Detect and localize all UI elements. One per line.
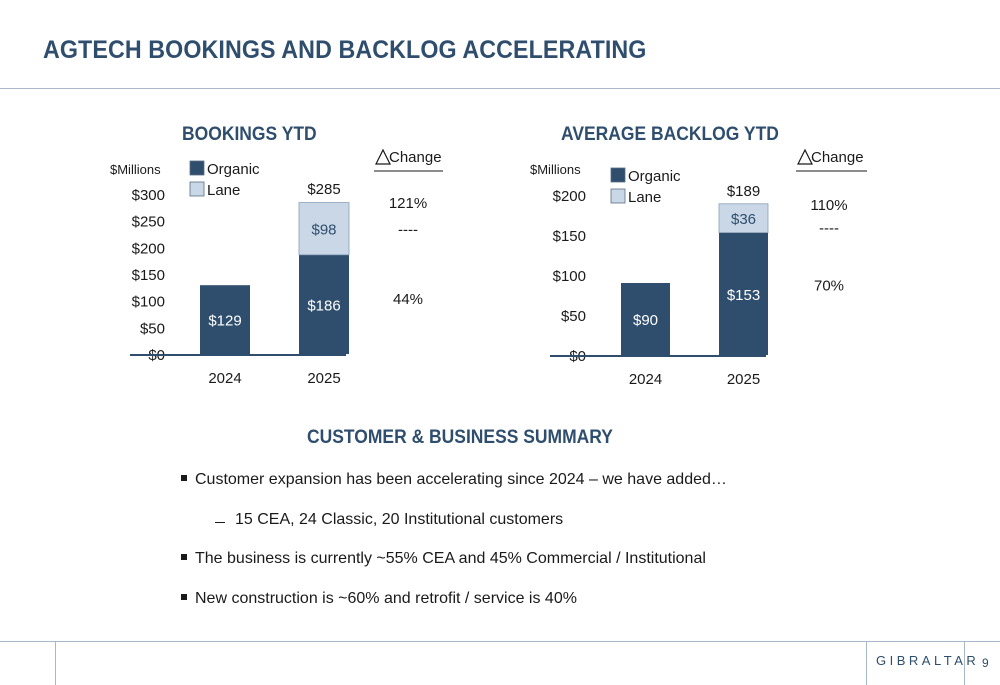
data-label: $98 [311, 222, 336, 239]
title-divider [0, 88, 1000, 89]
sub-bullet-text: 15 CEA, 24 Classic, 20 Institutional cus… [235, 511, 564, 528]
bar-lane-2025 [718, 203, 769, 233]
bar-organic-2025 [299, 254, 349, 354]
legend-label: Lane [628, 189, 661, 206]
change-value: 44% [393, 291, 423, 308]
data-label: $186 [307, 297, 340, 314]
bar-organic-2024 [621, 283, 670, 355]
legend-swatch-lane [189, 181, 205, 197]
footer-separator [964, 641, 965, 685]
bullet-square-icon [181, 593, 187, 600]
y-tick-label: $300 [132, 187, 165, 204]
change-header: Change [389, 149, 442, 166]
bookings-chart: $Millions$0$50$100$150$200$250$300$12920… [110, 148, 443, 387]
page-number: 9 [982, 656, 989, 670]
bullet-item: New construction is ~60% and retrofit / … [181, 590, 577, 608]
y-tick-label: $50 [140, 320, 165, 337]
total-label: $285 [307, 181, 340, 198]
x-tick-label: 2024 [208, 370, 241, 387]
y-tick-label: $150 [132, 267, 165, 284]
change-header: Change [811, 149, 864, 166]
bullet-item: Customer expansion has been accelerating… [181, 471, 727, 489]
change-value: ---- [398, 222, 418, 239]
company-logo: GIBRALTAR [876, 653, 980, 668]
bookings-chart-title: BOOKINGS YTD [182, 124, 317, 145]
legend-label: Organic [207, 161, 260, 178]
legend-swatch-lane [610, 188, 626, 204]
footer-divider [0, 641, 1000, 642]
bar-organic-2025 [719, 232, 768, 355]
y-tick-label: $200 [132, 240, 165, 257]
bullet-text: Customer expansion has been accelerating… [195, 471, 727, 488]
dash-icon [215, 522, 225, 524]
data-label: $129 [208, 313, 241, 330]
bullet-square-icon [181, 553, 187, 560]
bar-lane-2025 [298, 202, 350, 256]
page-title: AGTECH BOOKINGS AND BACKLOG ACCELERATING [43, 36, 647, 64]
y-tick-label: $250 [132, 214, 165, 231]
total-label: $189 [727, 183, 760, 200]
delta-icon [375, 148, 391, 165]
bullet-text: The business is currently ~55% CEA and 4… [195, 550, 706, 567]
y-tick-label: $100 [132, 294, 165, 311]
legend-label: Organic [628, 168, 681, 185]
bullet-item: The business is currently ~55% CEA and 4… [181, 550, 706, 568]
backlog-chart-title: AVERAGE BACKLOG YTD [561, 124, 779, 145]
footer-separator [55, 641, 56, 685]
x-tick-label: 2024 [629, 371, 662, 388]
legend-swatch-organic [189, 160, 205, 176]
x-tick-label: 2025 [727, 371, 760, 388]
y-tick-label: $50 [561, 308, 586, 325]
y-axis-unit-label: $Millions [110, 162, 161, 177]
bar-organic-2024 [200, 285, 250, 354]
legend-swatch-organic [610, 167, 626, 183]
delta-icon [797, 148, 813, 165]
y-tick-label: $100 [553, 268, 586, 285]
data-label: $90 [633, 312, 658, 329]
data-label: $153 [727, 287, 760, 304]
summary-title: CUSTOMER & BUSINESS SUMMARY [307, 427, 613, 448]
x-tick-label: 2025 [307, 370, 340, 387]
change-value: 70% [814, 278, 844, 295]
y-tick-label: $150 [553, 228, 586, 245]
data-label: $36 [731, 211, 756, 228]
footer-separator [866, 641, 867, 685]
change-value: ---- [819, 220, 839, 237]
change-value: 110% [810, 197, 847, 214]
legend-label: Lane [207, 182, 240, 199]
backlog-chart: $Millions$0$50$100$150$200$902024$153$36… [530, 148, 867, 388]
bullet-square-icon [181, 474, 187, 481]
change-value: 121% [389, 195, 427, 212]
sub-bullet-item: 15 CEA, 24 Classic, 20 Institutional cus… [215, 511, 563, 529]
y-axis-unit-label: $Millions [530, 162, 581, 177]
y-tick-label: $200 [553, 188, 586, 205]
bullet-text: New construction is ~60% and retrofit / … [195, 590, 577, 607]
